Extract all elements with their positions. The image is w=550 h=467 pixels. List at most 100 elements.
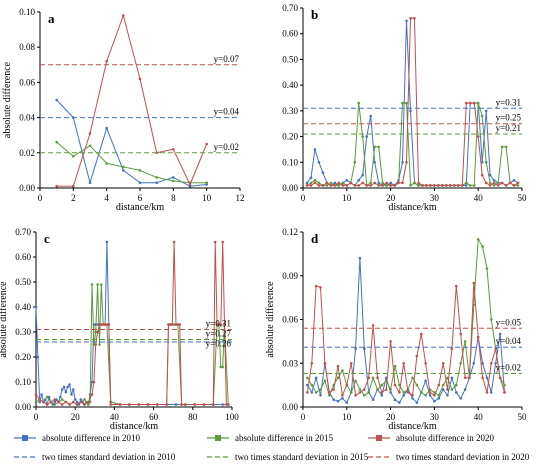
data-point [167,323,170,326]
y-tick-label: 0.30 [282,106,298,116]
x-tick-label: 8 [171,193,176,203]
data-point [503,383,506,387]
threshold-label: y=0.21 [496,123,521,133]
data-point [361,181,365,185]
data-point [421,184,424,187]
data-point [323,362,327,365]
data-point [417,184,420,187]
data-point [101,323,105,326]
data-point [461,184,464,187]
data-point [118,403,122,406]
data-point [402,394,406,397]
data-point [59,395,62,399]
data-point [332,388,336,391]
y-tick-label: 0.50 [282,54,298,64]
data-point [94,330,97,334]
data-point [105,60,108,63]
legend-swatch-marker [215,435,221,441]
data-point [373,161,377,164]
data-point [361,173,365,177]
data-point [212,403,215,406]
series-2 [305,17,520,187]
series-line [306,282,505,396]
data-point [314,391,318,394]
y-tick-label: 0.08 [19,42,35,52]
data-point [445,184,448,187]
data-point [88,132,92,135]
data-point [73,398,77,401]
data-point [349,181,353,185]
data-point [122,14,125,17]
data-point [336,376,340,380]
x-tick-label: 0 [38,193,43,203]
y-tick-label: 0.70 [282,3,298,13]
data-point [409,109,412,113]
data-point [468,376,471,380]
y-tick-label: 0.06 [19,77,35,87]
threshold-label: y=0.07 [214,54,240,64]
x-tick-label: 12 [236,193,245,203]
data-point [96,283,99,286]
data-point [100,323,103,326]
y-tick-label: 0.09 [282,271,298,281]
data-point [389,181,392,185]
data-point [494,362,498,365]
data-point [437,394,441,397]
data-point [221,403,224,406]
data-point [465,101,468,105]
data-point [165,403,168,406]
data-point [405,101,408,105]
legend-label: two times standard deviation in 2015 [235,452,369,462]
series-line [35,241,229,405]
threshold-label: y=0.31 [206,319,231,329]
data-point [88,181,92,184]
data-point [172,323,176,326]
y-tick-label: 0.60 [282,29,298,39]
data-point [138,181,142,184]
data-point [317,181,321,185]
data-point [481,362,484,365]
data-point [424,394,427,397]
data-point [310,391,314,394]
data-point [79,400,83,404]
data-point [314,376,318,380]
data-point [341,184,345,187]
data-point [94,343,97,346]
x-tick-label: 60 [149,412,159,422]
data-point [354,394,357,397]
y-axis-label: absolute difference [2,61,13,138]
data-point [369,114,373,118]
data-point [57,400,60,404]
data-point [413,17,416,20]
data-point [172,148,175,151]
data-point [485,376,489,380]
data-point [75,400,79,404]
data-point [503,391,506,394]
data-point [425,184,428,187]
data-point [34,393,38,396]
data-point [488,184,492,187]
data-point [227,403,230,406]
data-point [472,281,476,285]
legend-label: absolute difference in 2020 [396,433,495,443]
data-point [180,403,183,406]
y-tick-label: 0.02 [19,148,35,158]
x-tick-label: 30 [430,412,440,422]
data-point [459,362,463,365]
data-point [384,388,388,391]
data-point [415,354,419,358]
data-point [377,145,381,149]
data-point [376,376,379,380]
data-point [138,169,142,172]
data-point [492,181,496,185]
data-point [480,173,484,177]
data-point [309,184,313,187]
data-point [389,340,392,343]
data-point [36,355,40,359]
data-point [393,398,397,402]
data-point [480,161,484,164]
data-point [504,184,508,187]
data-point [122,169,125,172]
data-point [406,391,410,394]
